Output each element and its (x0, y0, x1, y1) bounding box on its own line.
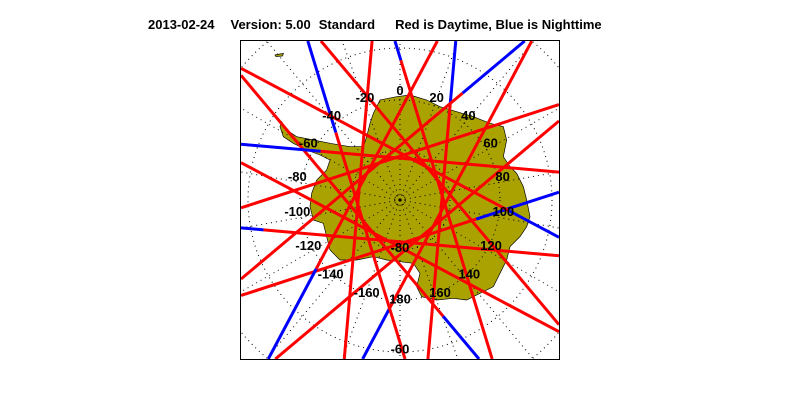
night-track-segment (461, 41, 526, 95)
night-track-segment (507, 208, 559, 239)
longitude-label: -80 (288, 169, 307, 184)
legend-text: Red is Daytime, Blue is Nighttime (395, 17, 602, 32)
satellite-tracks (241, 41, 559, 359)
longitude-label: 0 (396, 83, 403, 98)
day-track-segment (388, 41, 534, 309)
night-track-segment (241, 226, 264, 232)
latitude-label: -60 (391, 341, 410, 356)
longitude-label: -20 (356, 90, 375, 105)
day-track-segment (241, 66, 509, 212)
meridian-line (404, 171, 559, 200)
day-track-segment (241, 91, 464, 281)
longitude-label: 40 (461, 108, 475, 123)
latitude-circle (241, 332, 268, 359)
mode-label: Standard (318, 17, 376, 32)
longitude-label: -100 (284, 204, 310, 219)
longitude-label: 20 (429, 90, 443, 105)
meridian-line (241, 200, 396, 229)
latitude-circle (532, 332, 559, 359)
day-track-segment (319, 41, 559, 326)
day-track-segment (320, 149, 559, 174)
night-track-segment (361, 307, 392, 359)
longitude-label: 100 (492, 204, 514, 219)
latitude-label: -80 (391, 240, 410, 255)
version-label: Version: 5.00 (230, 17, 311, 32)
night-track-segment (475, 190, 559, 221)
longitude-label: -120 (295, 238, 321, 253)
longitude-label: 160 (429, 285, 451, 300)
day-track-segment (274, 119, 559, 359)
longitude-label: -60 (299, 135, 318, 150)
longitude-label: -160 (354, 285, 380, 300)
day-track-segment (342, 41, 374, 359)
day-track-segment (399, 59, 494, 359)
night-track-segment (441, 315, 481, 359)
night-track-segment (448, 41, 458, 105)
longitude-label: 60 (483, 135, 497, 150)
south-pole-marker (398, 198, 402, 202)
night-track-segment (393, 41, 403, 61)
longitude-label: 180 (389, 291, 411, 306)
longitude-label: 120 (480, 238, 502, 253)
plot-title: 2013-02-24 Version: 5.00 Standard Red is… (148, 17, 618, 32)
day-track-segment (241, 103, 559, 210)
latitude-circle (532, 41, 559, 68)
day-track-segment (334, 132, 407, 359)
night-track-segment (266, 268, 318, 359)
latitude-circle (394, 194, 406, 206)
latitude-circle (247, 47, 553, 353)
polar-map: 0 20 40 60 80 100 120 140 160 180 -160 -140 -120 -100… (240, 40, 560, 360)
day-track-segment (241, 217, 477, 297)
longitude-label: 80 (495, 169, 509, 184)
day-track-segment (263, 228, 559, 258)
latitude-circle (241, 41, 268, 68)
longitude-label: -40 (322, 108, 341, 123)
date-label: 2013-02-24 (148, 17, 215, 32)
night-track-segment (241, 142, 321, 153)
longitude-label: 140 (458, 266, 480, 281)
longitude-label: -140 (318, 266, 344, 281)
